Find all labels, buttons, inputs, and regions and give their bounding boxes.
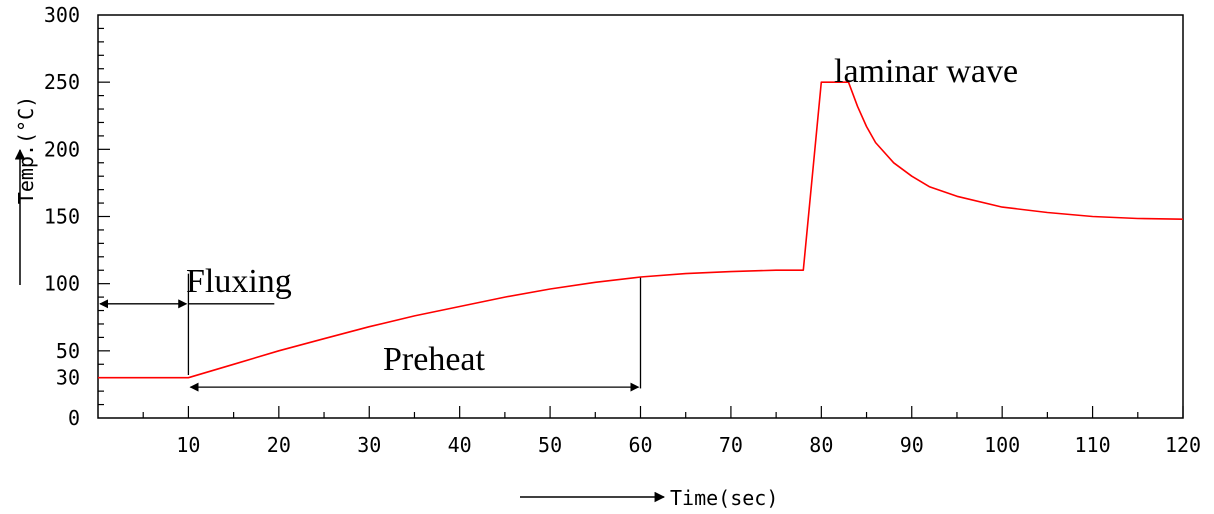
y-tick-label: 100	[44, 272, 80, 296]
x-tick-label: 60	[628, 433, 652, 457]
x-tick-label: 20	[267, 433, 291, 457]
annotation-lines-layer	[99, 273, 642, 392]
y-tick-label: 250	[44, 70, 80, 94]
x-tick-label: 80	[809, 433, 833, 457]
y-tick-label: 30	[56, 366, 80, 390]
x-tick-label: 100	[984, 433, 1020, 457]
x-tick-label: 120	[1165, 433, 1201, 457]
x-axis-label: Time(sec)	[670, 486, 778, 510]
y-tick-label: 150	[44, 205, 80, 229]
y-tick-label: 200	[44, 137, 80, 161]
temperature-curve	[98, 81, 1184, 379]
x-tick-label: 10	[176, 433, 200, 457]
x-tick-label: 50	[538, 433, 562, 457]
y-tick-label: 300	[44, 3, 80, 27]
x-tick-label: 70	[719, 433, 743, 457]
y-tick-label: 50	[56, 339, 80, 363]
x-tick-label: 90	[900, 433, 924, 457]
annotation-fluxing: Fluxing	[186, 263, 292, 300]
curve-layer	[98, 81, 1184, 379]
ticks-layer: 10 20 30 40 50 60 70 80 90 100 110 120 0 30 50 100 150 20…	[44, 3, 1201, 457]
x-tick-label: 30	[357, 433, 381, 457]
y-tick-label: 0	[68, 406, 80, 430]
x-tick-label: 110	[1075, 433, 1111, 457]
annotation-laminar-wave: laminar wave	[834, 53, 1018, 90]
annotation-preheat: Preheat	[383, 341, 486, 378]
y-axis-label: Temp.(°C)	[14, 96, 38, 204]
x-tick-label: 40	[448, 433, 472, 457]
